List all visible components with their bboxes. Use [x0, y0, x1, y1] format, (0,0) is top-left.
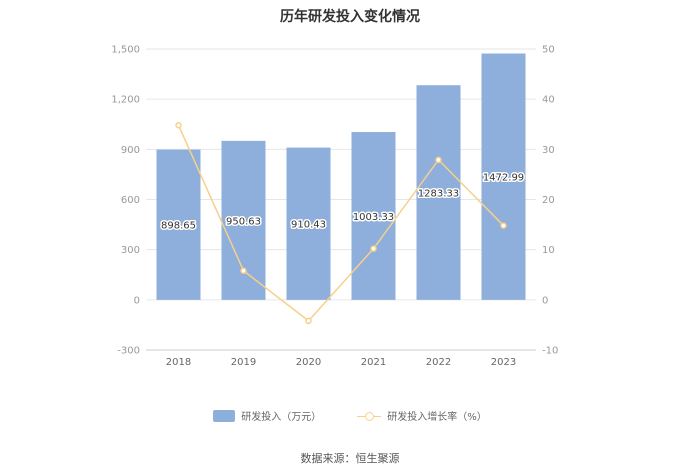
line-point	[370, 245, 377, 252]
y-left-tick-label: 300	[121, 245, 140, 256]
bar-value-label: 910.43	[291, 220, 326, 231]
y-left-tick-label: 1,200	[111, 95, 140, 106]
bar-value-label: 1283.33	[418, 189, 459, 200]
chart-legend: 研发投入（万元） 研发投入增长率（%）	[0, 408, 700, 423]
x-tick-label: 2021	[361, 357, 386, 368]
y-left-tick-label: 1,500	[111, 45, 140, 56]
y-left-tick-label: -300	[117, 346, 140, 357]
y-left-tick-label: 0	[134, 295, 140, 306]
line-point	[240, 267, 247, 274]
legend-bar-swatch	[213, 409, 236, 422]
y-left-tick-label: 900	[121, 145, 140, 156]
x-tick-label: 2018	[166, 357, 191, 368]
legend-line-swatch	[357, 410, 382, 422]
line-point	[305, 317, 312, 325]
bar	[481, 53, 526, 300]
bar	[416, 85, 461, 300]
y-right-tick-label: 40	[542, 95, 555, 106]
y-right-tick-label: 50	[542, 45, 555, 56]
bar-value-label: 898.65	[161, 221, 196, 232]
x-tick-label: 2023	[491, 357, 516, 368]
data-source: 数据来源：恒生聚源	[300, 452, 400, 465]
bar	[286, 147, 331, 300]
y-right-tick-label: 20	[542, 195, 555, 206]
bar-value-label: 950.63	[226, 216, 261, 227]
bar	[156, 149, 201, 300]
chart-canvas: -300 0 300 600 900 1,200 1,500 -10 0 10 20 30 40 50 20…	[111, 45, 558, 369]
chart-title: 历年研发投入变化情况	[280, 9, 420, 25]
x-tick-label: 2019	[231, 357, 256, 368]
x-tick-label: 2022	[426, 357, 451, 368]
line-point	[500, 222, 507, 229]
x-tick-label: 2020	[296, 357, 321, 368]
y-right-tick-label: -10	[542, 346, 558, 357]
legend-item-bar[interactable]: 研发投入（万元）	[213, 408, 321, 423]
legend-bar-label: 研发投入（万元）	[241, 412, 322, 423]
y-right-tick-label: 10	[542, 245, 555, 256]
y-right-tick-label: 30	[542, 145, 555, 156]
line-point	[175, 122, 182, 129]
bar-value-label: 1472.99	[483, 173, 524, 184]
bar-value-label: 1003.33	[353, 212, 394, 223]
y-right-tick-label: 0	[542, 295, 548, 306]
growth-line	[177, 124, 505, 322]
legend-line-label: 研发投入增长率（%）	[387, 412, 487, 423]
y-left-tick-label: 600	[121, 195, 140, 206]
legend-item-line[interactable]: 研发投入增长率（%）	[357, 408, 487, 423]
line-point	[435, 156, 442, 164]
bar	[351, 132, 396, 300]
